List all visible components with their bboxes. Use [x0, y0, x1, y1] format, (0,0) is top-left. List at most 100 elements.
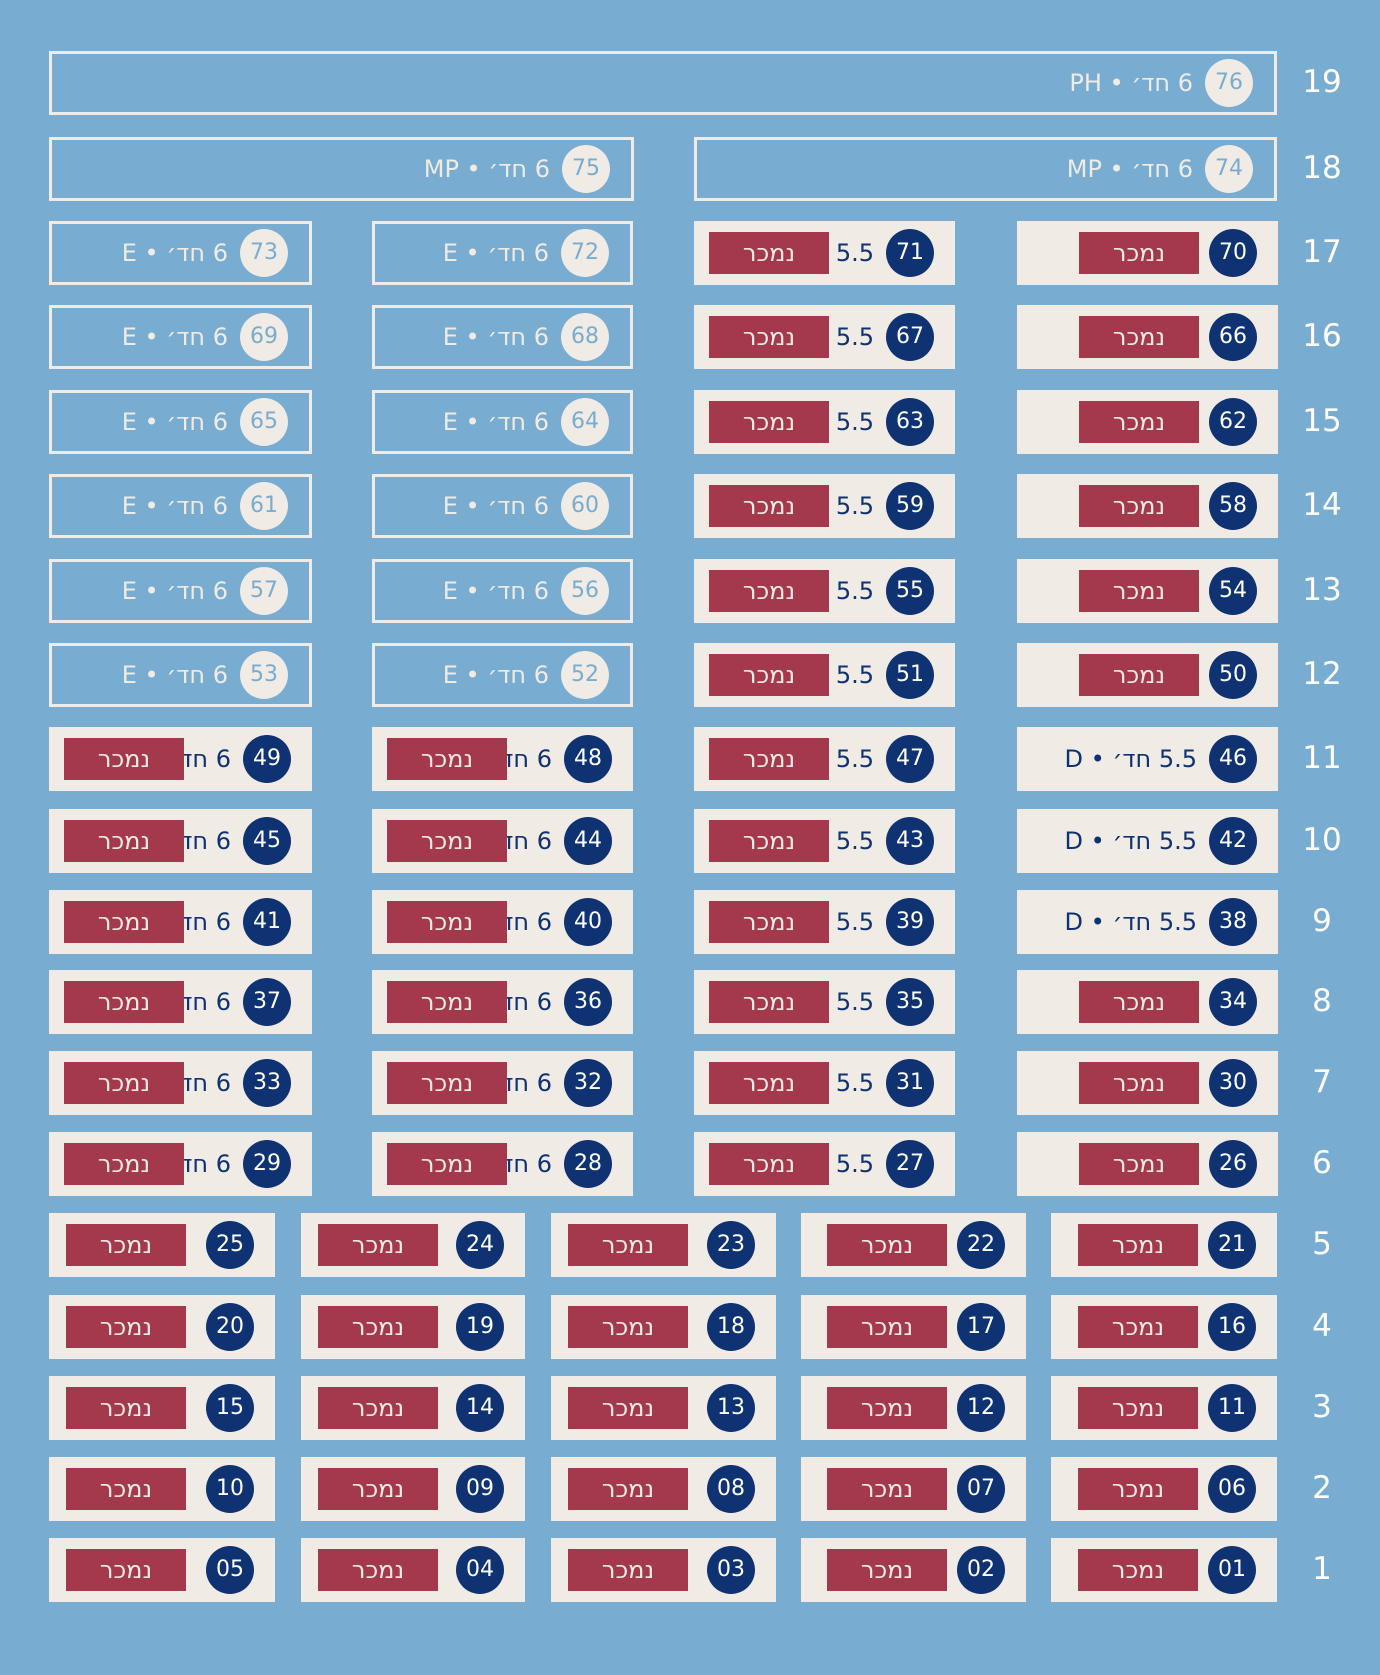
- apartment-unit[interactable]: 30 נמכר: [1017, 1051, 1278, 1115]
- floor-number: 7: [1312, 1064, 1332, 1100]
- apartment-unit[interactable]: 41 6 חד נמכר: [49, 890, 312, 954]
- apartment-unit[interactable]: 36 6 חד נמכר: [372, 970, 633, 1034]
- apartment-unit[interactable]: 16 נמכר: [1051, 1295, 1277, 1359]
- apartment-unit[interactable]: 61 6 חד׳ • E: [49, 474, 312, 538]
- apartment-unit[interactable]: 63 5.5 נמכר: [694, 390, 955, 454]
- apartment-unit[interactable]: 45 6 חד נמכר: [49, 809, 312, 873]
- apartment-unit[interactable]: 19 נמכר: [301, 1295, 525, 1359]
- apartment-unit[interactable]: 70 נמכר: [1017, 221, 1278, 285]
- apartment-unit[interactable]: 51 5.5 נמכר: [694, 643, 955, 707]
- apartment-unit[interactable]: 37 6 חד נמכר: [49, 970, 312, 1034]
- apartment-unit[interactable]: 12 נמכר: [801, 1376, 1026, 1440]
- apartment-unit[interactable]: 01 נמכר: [1051, 1538, 1277, 1602]
- unit-number-badge: 34: [1209, 978, 1257, 1026]
- unit-info-label: 5.5: [835, 745, 874, 773]
- apartment-unit[interactable]: 73 6 חד׳ • E: [49, 221, 312, 285]
- unit-number-badge: 21: [1208, 1221, 1256, 1269]
- apartment-unit[interactable]: 04 נמכר: [301, 1538, 525, 1602]
- apartment-unit[interactable]: 53 6 חד׳ • E: [49, 643, 312, 707]
- apartment-unit[interactable]: 24 נמכר: [301, 1213, 525, 1277]
- apartment-unit[interactable]: 27 5.5 נמכר: [694, 1132, 955, 1196]
- unit-info-label: 6 חד: [500, 988, 552, 1016]
- apartment-unit[interactable]: 66 נמכר: [1017, 305, 1278, 369]
- apartment-unit[interactable]: 29 6 חד נמכר: [49, 1132, 312, 1196]
- apartment-unit[interactable]: 47 5.5 נמכר: [694, 727, 955, 791]
- unit-number-badge: 01: [1208, 1546, 1256, 1594]
- apartment-unit[interactable]: 07 נמכר: [801, 1457, 1026, 1521]
- apartment-unit[interactable]: 09 נמכר: [301, 1457, 525, 1521]
- apartment-unit[interactable]: 75 6 חד׳ • MP: [49, 137, 634, 201]
- apartment-unit[interactable]: 31 5.5 נמכר: [694, 1051, 955, 1115]
- apartment-unit[interactable]: 43 5.5 נמכר: [694, 809, 955, 873]
- apartment-unit[interactable]: 15 נמכר: [49, 1376, 275, 1440]
- apartment-unit[interactable]: 67 5.5 נמכר: [694, 305, 955, 369]
- unit-info-label: 6 חד: [500, 745, 552, 773]
- apartment-unit[interactable]: 71 5.5 נמכר: [694, 221, 955, 285]
- apartment-unit[interactable]: 74 6 חד׳ • MP: [694, 137, 1277, 201]
- apartment-unit[interactable]: 55 5.5 נמכר: [694, 559, 955, 623]
- unit-info-label: 6 חד׳ • E: [121, 239, 228, 267]
- apartment-unit[interactable]: 49 6 חד נמכר: [49, 727, 312, 791]
- sold-tag: נמכר: [64, 1062, 184, 1104]
- apartment-unit[interactable]: 39 5.5 נמכר: [694, 890, 955, 954]
- apartment-unit[interactable]: 08 נמכר: [551, 1457, 776, 1521]
- apartment-unit[interactable]: 54 נמכר: [1017, 559, 1278, 623]
- unit-info-label: 6 חד׳ • E: [442, 577, 549, 605]
- apartment-unit[interactable]: 18 נמכר: [551, 1295, 776, 1359]
- apartment-unit[interactable]: 02 נמכר: [801, 1538, 1026, 1602]
- unit-number-badge: 61: [240, 482, 288, 530]
- apartment-unit[interactable]: 68 6 חד׳ • E: [372, 305, 633, 369]
- unit-number-badge: 64: [561, 398, 609, 446]
- apartment-unit[interactable]: 26 נמכר: [1017, 1132, 1278, 1196]
- apartment-unit[interactable]: 72 6 חד׳ • E: [372, 221, 633, 285]
- unit-number-badge: 70: [1209, 229, 1257, 277]
- unit-info-label: 5.5: [835, 1150, 874, 1178]
- apartment-unit[interactable]: 76 6 חד׳ • PH: [49, 51, 1277, 115]
- unit-info-label: 6 חד׳ • E: [121, 492, 228, 520]
- apartment-unit[interactable]: 11 נמכר: [1051, 1376, 1277, 1440]
- floor-number: 9: [1312, 903, 1332, 939]
- unit-info-label: 6 חד׳ • E: [121, 577, 228, 605]
- sold-tag: נמכר: [64, 738, 184, 780]
- apartment-unit[interactable]: 60 6 חד׳ • E: [372, 474, 633, 538]
- apartment-unit[interactable]: 35 5.5 נמכר: [694, 970, 955, 1034]
- unit-number-badge: 46: [1209, 735, 1257, 783]
- apartment-unit[interactable]: 57 6 חד׳ • E: [49, 559, 312, 623]
- apartment-unit[interactable]: 22 נמכר: [801, 1213, 1026, 1277]
- sold-tag: נמכר: [387, 738, 507, 780]
- apartment-unit[interactable]: 48 6 חד נמכר: [372, 727, 633, 791]
- apartment-unit[interactable]: 42 5.5 חד׳ • D: [1017, 809, 1278, 873]
- apartment-unit[interactable]: 40 6 חד נמכר: [372, 890, 633, 954]
- apartment-unit[interactable]: 52 6 חד׳ • E: [372, 643, 633, 707]
- apartment-unit[interactable]: 13 נמכר: [551, 1376, 776, 1440]
- apartment-unit[interactable]: 20 נמכר: [49, 1295, 275, 1359]
- apartment-unit[interactable]: 65 6 חד׳ • E: [49, 390, 312, 454]
- apartment-unit[interactable]: 14 נמכר: [301, 1376, 525, 1440]
- apartment-unit[interactable]: 33 6 חד נמכר: [49, 1051, 312, 1115]
- apartment-unit[interactable]: 34 נמכר: [1017, 970, 1278, 1034]
- apartment-unit[interactable]: 58 נמכר: [1017, 474, 1278, 538]
- apartment-unit[interactable]: 50 נמכר: [1017, 643, 1278, 707]
- unit-info-label: 5.5: [835, 908, 874, 936]
- apartment-unit[interactable]: 23 נמכר: [551, 1213, 776, 1277]
- apartment-unit[interactable]: 05 נמכר: [49, 1538, 275, 1602]
- apartment-unit[interactable]: 10 נמכר: [49, 1457, 275, 1521]
- apartment-unit[interactable]: 62 נמכר: [1017, 390, 1278, 454]
- apartment-unit[interactable]: 38 5.5 חד׳ • D: [1017, 890, 1278, 954]
- apartment-unit[interactable]: 69 6 חד׳ • E: [49, 305, 312, 369]
- apartment-unit[interactable]: 32 6 חד נמכר: [372, 1051, 633, 1115]
- apartment-unit[interactable]: 28 6 חד נמכר: [372, 1132, 633, 1196]
- unit-number-badge: 43: [886, 817, 934, 865]
- apartment-unit[interactable]: 03 נמכר: [551, 1538, 776, 1602]
- apartment-unit[interactable]: 06 נמכר: [1051, 1457, 1277, 1521]
- sold-tag: נמכר: [64, 1143, 184, 1185]
- apartment-unit[interactable]: 44 6 חד נמכר: [372, 809, 633, 873]
- apartment-unit[interactable]: 59 5.5 נמכר: [694, 474, 955, 538]
- apartment-unit[interactable]: 17 נמכר: [801, 1295, 1026, 1359]
- sold-tag: נמכר: [709, 570, 829, 612]
- apartment-unit[interactable]: 25 נמכר: [49, 1213, 275, 1277]
- apartment-unit[interactable]: 64 6 חד׳ • E: [372, 390, 633, 454]
- apartment-unit[interactable]: 21 נמכר: [1051, 1213, 1277, 1277]
- apartment-unit[interactable]: 46 5.5 חד׳ • D: [1017, 727, 1278, 791]
- apartment-unit[interactable]: 56 6 חד׳ • E: [372, 559, 633, 623]
